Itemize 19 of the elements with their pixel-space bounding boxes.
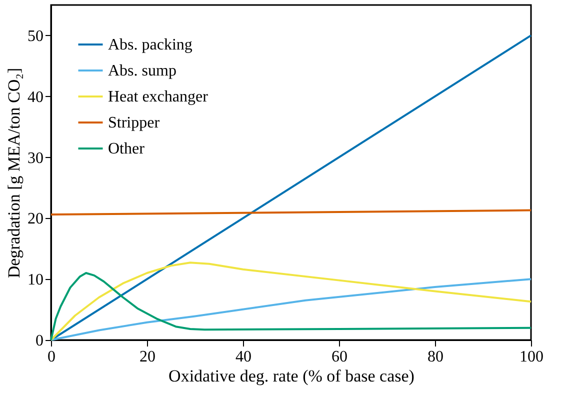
legend-label: Stripper [108,114,160,132]
y-tick-label: 10 [28,272,44,289]
x-tick-label: 80 [428,348,444,366]
y-tick-label: 30 [28,150,44,167]
x-axis-title: Oxidative deg. rate (% of base case) [168,366,414,386]
legend-label: Abs. packing [108,36,192,54]
legend-label: Abs. sump [108,62,176,80]
legend-label: Other [108,140,146,158]
y-tick-label: 20 [28,210,44,228]
y-tick-label: 0 [36,332,44,350]
x-tick-label: 0 [48,348,56,366]
y-tick-label: 50 [28,28,44,45]
x-tick-label: 60 [332,348,348,366]
x-tick-label: 20 [140,348,156,366]
x-tick-label: 100 [520,348,544,366]
x-tick-label: 40 [236,348,252,366]
legend-label: Heat exchanger [108,88,209,106]
y-axis-title: Degradation [g MEA/ton CO₂] [4,68,24,278]
y-tick-label: 40 [28,88,44,106]
